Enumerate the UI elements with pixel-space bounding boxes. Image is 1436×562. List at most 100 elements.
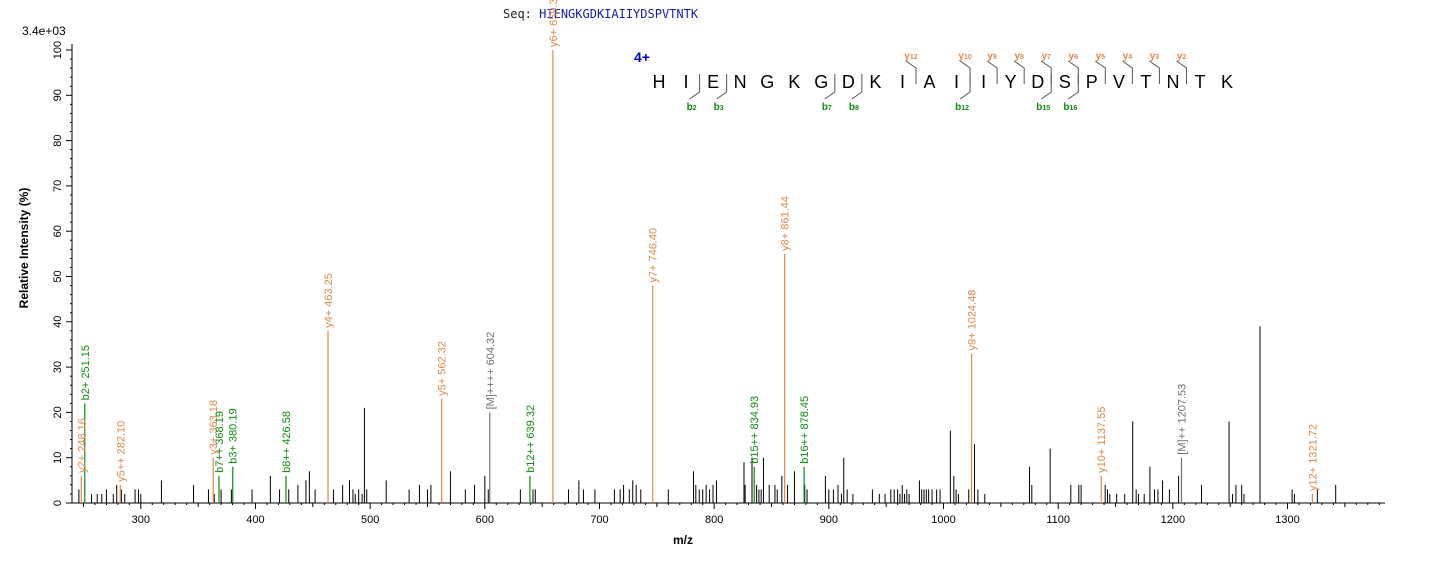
b-ion-index: 7 (828, 105, 832, 112)
b-ion-label: b15 (1036, 102, 1050, 113)
b-ion-label: b8 (849, 102, 859, 113)
y-ion-index: 8 (1020, 54, 1024, 61)
sequence-label: Seq: (503, 7, 532, 21)
residue-letter: K (788, 72, 800, 92)
peak-label: b8++ 426.58 (281, 411, 293, 473)
peak-label: [M]++++ 604.32 (485, 332, 497, 410)
b-ion-label: b12 (955, 102, 969, 113)
peak-label: y4+ 463.25 (323, 273, 335, 328)
y-ion-index: 3 (1155, 54, 1159, 61)
residue-letter: T (1140, 72, 1151, 92)
peak-label: y12+ 1321.72 (1307, 424, 1319, 491)
x-tick-label: 1000 (931, 514, 955, 526)
y-ion-bracket (1122, 60, 1133, 84)
y-tick-label: 20 (52, 406, 64, 418)
y-ion-label: y10 (958, 51, 971, 62)
b-ion-bracket (1040, 74, 1052, 100)
x-axis-title: m/z (673, 533, 693, 547)
b-ion-index: 16 (1069, 105, 1077, 112)
y-ion-bracket (1095, 60, 1106, 84)
y-ion-label: y5 (1096, 51, 1106, 62)
y-ion-index: 2 (1182, 54, 1186, 61)
b-ion-label: b7 (822, 102, 832, 113)
chart-axes: 0 10 20 30 40 50 60 70 80 90 100 300 400 500 600 700 800… (17, 41, 1385, 547)
peak-label: y6+ 659.37 (548, 0, 560, 47)
residue-letter: N (1166, 72, 1179, 92)
residue-letter: G (760, 72, 774, 92)
b-ion-label: b16 (1063, 102, 1077, 113)
residue-letter: D (842, 72, 855, 92)
b-ion-label: b3 (714, 102, 724, 113)
y-tick-label: 90 (52, 89, 64, 101)
y-tick-label: 100 (52, 41, 64, 59)
y-ion-label: y6 (1069, 51, 1079, 62)
peak-label: b15++ 834.93 (749, 396, 761, 464)
x-tick-label: 600 (476, 514, 494, 526)
intensity-scale-label: 3.4e+03 (22, 24, 66, 38)
b-ion-bracket (959, 74, 971, 100)
b-ion-bracket (689, 74, 701, 100)
y-ion-label: y2 (1177, 51, 1187, 62)
peak-label: y5+ 562.32 (437, 341, 449, 396)
residue-letter: N (734, 72, 747, 92)
residue-letter: Y (1005, 72, 1017, 92)
y-ion-index: 5 (1101, 54, 1105, 61)
x-tick-label: 1300 (1275, 514, 1299, 526)
peak-label: y10+ 1137.55 (1096, 407, 1108, 473)
residue-letter: H (653, 72, 666, 92)
residue-letter: E (707, 72, 719, 92)
residue-letter: K (869, 72, 881, 92)
x-tick-label: 400 (246, 514, 264, 526)
y-ion-bracket (905, 60, 917, 84)
y-ion-label: y7 (1041, 51, 1051, 62)
peak-label: y8+ 861.44 (780, 196, 792, 251)
sequence-value: HIENGKGDKIAIIYDSPVTNTK (539, 7, 699, 21)
peak-label: y9+ 1024.48 (967, 290, 979, 351)
y-ion-index: 12 (910, 54, 918, 61)
peak-label: y2+ 248.16 (76, 418, 88, 473)
y-ion-bracket (1149, 60, 1160, 84)
residue-letter: V (1113, 72, 1125, 92)
peak-label: y3+ 363.18 (208, 400, 220, 455)
residue-letter: I (981, 72, 986, 92)
y-ion-label: y8 (1014, 51, 1024, 62)
y-ion-label: y4 (1123, 51, 1133, 62)
charge-state-label: 4+ (634, 49, 650, 65)
y-tick-label: 60 (52, 225, 64, 237)
y-ion-bracket (1176, 60, 1187, 84)
b-ion-index: 12 (961, 105, 969, 112)
b-ion-index: 8 (855, 105, 859, 112)
y-ion-label: y9 (987, 51, 997, 62)
b-ion-index: 15 (1042, 105, 1050, 112)
residue-letter: I (900, 72, 905, 92)
y-axis-title: Relative Intensity (%) (17, 188, 31, 309)
residue-letter: T (1195, 72, 1206, 92)
y-ion-index: 7 (1047, 54, 1051, 61)
b-ion-label: b2 (687, 102, 697, 113)
x-tick-label: 500 (361, 514, 379, 526)
residue-letter: A (923, 72, 935, 92)
peak-label: b12++ 639.32 (525, 405, 537, 473)
residue-letter: S (1059, 72, 1071, 92)
x-tick-label: 900 (820, 514, 838, 526)
x-tick-label: 1200 (1161, 514, 1185, 526)
peak-label: b16++ 878.45 (799, 396, 811, 464)
y-tick-label: 30 (52, 361, 64, 373)
peak-label: y7+ 746.40 (648, 228, 660, 283)
x-tick-label: 1100 (1046, 514, 1070, 526)
residue-letter: I (954, 72, 959, 92)
y-ion-index: 10 (964, 54, 972, 61)
x-tick-label: 700 (590, 514, 608, 526)
y-tick-label: 10 (52, 452, 64, 464)
y-ion-index: 9 (993, 54, 997, 61)
residue-letter: G (814, 72, 828, 92)
peak-label-layer: y2+ 248.16 b2+ 251.15 y5++ 282.10 y3+ 363.1… (76, 0, 1319, 491)
b-ion-bracket (716, 74, 728, 100)
y-tick-label: 0 (52, 500, 64, 506)
y-ion-index: 6 (1074, 54, 1078, 61)
x-tick-label: 300 (132, 514, 150, 526)
peak-label: b2+ 251.15 (80, 345, 92, 400)
y-tick-label: 80 (52, 134, 64, 146)
